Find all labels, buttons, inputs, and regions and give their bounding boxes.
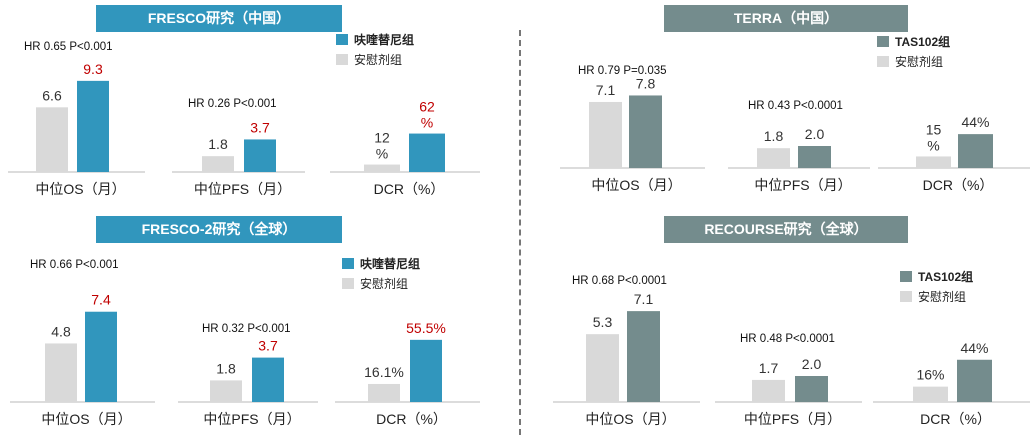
- recourse-bar-placebo-0: [586, 334, 619, 402]
- fresco2-value-label-0-2: 16.1%: [364, 364, 404, 380]
- fresco-value-label-unit-1-2: %: [421, 115, 433, 131]
- terra-category-label-2: DCR（%）: [923, 177, 994, 193]
- fresco2-title: FRESCO-2研究（全球）: [96, 216, 342, 243]
- fresco-value-label-1-1: 3.7: [250, 119, 270, 135]
- recourse-value-label-1-2: 44%: [960, 340, 988, 356]
- recourse-value-label-0-2: 16%: [916, 367, 944, 383]
- terra-legend-swatch-1: [877, 56, 889, 67]
- fresco2-bar-treatment-0: [85, 311, 117, 402]
- fresco2-legend-swatch-1: [342, 278, 354, 289]
- terra-bar-treatment-0: [629, 95, 662, 168]
- terra-category-label-0: 中位OS（月）: [591, 177, 681, 193]
- fresco-legend-label-1: 安慰剂组: [354, 52, 402, 67]
- recourse-value-label-0-0: 5.3: [593, 314, 613, 330]
- fresco2-bar-placebo-0: [45, 343, 77, 402]
- terra-value-label-0-2: 15: [926, 121, 942, 137]
- terra-title: TERRA（中国）: [664, 5, 908, 32]
- fresco2-stat-label-1: HR 0.32 P<0.001: [202, 323, 291, 335]
- terra-legend-label-1: 安慰剂组: [895, 54, 943, 69]
- fresco-value-label-1-0: 9.3: [83, 61, 103, 77]
- terra-value-label-1-0: 7.8: [636, 75, 656, 91]
- recourse-legend-swatch-1: [900, 291, 912, 302]
- recourse-category-label-0: 中位OS（月）: [585, 411, 675, 427]
- recourse-legend-label-0: TAS102组: [918, 269, 973, 284]
- fresco-value-label-0-1: 1.8: [208, 136, 228, 152]
- fresco2-legend-label-0: 呋喹替尼组: [360, 256, 420, 271]
- fresco2-stat-label-0: HR 0.66 P<0.001: [30, 259, 119, 271]
- recourse-category-label-1: 中位PFS（月）: [744, 411, 841, 427]
- recourse-bar-placebo-2: [913, 386, 948, 402]
- fresco-bar-treatment-2: [409, 133, 445, 172]
- fresco2-category-label-2: DCR（%）: [376, 411, 447, 427]
- fresco-bar-placebo-2: [364, 164, 400, 172]
- terra-bar-placebo-0: [589, 101, 622, 168]
- fresco-value-label-1-2: 62: [419, 99, 435, 115]
- fresco-title: FRESCO研究（中国）: [96, 5, 342, 32]
- recourse-category-label-2: DCR（%）: [920, 411, 991, 427]
- fresco-bar-treatment-0: [77, 80, 109, 172]
- fresco2-value-label-1-0: 7.4: [91, 292, 111, 308]
- terra-bar-treatment-1: [798, 146, 831, 168]
- fresco2-bar-placebo-1: [210, 380, 242, 402]
- recourse-bar-placebo-1: [752, 379, 785, 402]
- recourse-bar-treatment-1: [795, 376, 828, 402]
- panel-divider: [519, 30, 521, 435]
- fresco-category-label-1: 中位PFS（月）: [194, 181, 291, 197]
- terra-category-label-1: 中位PFS（月）: [754, 177, 851, 193]
- fresco2-bar-placebo-2: [368, 383, 400, 402]
- fresco-bar-placebo-0: [36, 107, 68, 172]
- fresco2-value-label-1-2: 55.5%: [406, 320, 446, 336]
- fresco2-value-label-1-1: 3.7: [258, 338, 278, 354]
- terra-value-label-unit-0-2: %: [927, 137, 939, 153]
- fresco-bar-placebo-1: [202, 156, 234, 172]
- fresco-category-label-2: DCR（%）: [374, 181, 445, 197]
- fresco2-bar-treatment-2: [410, 339, 442, 402]
- recourse-value-label-0-1: 1.7: [759, 360, 779, 376]
- fresco2-bar-treatment-1: [252, 357, 284, 402]
- terra-value-label-1-2: 44%: [961, 114, 989, 130]
- fresco-category-label-0: 中位OS（月）: [35, 181, 125, 197]
- fresco2-category-label-0: 中位OS（月）: [41, 411, 131, 427]
- recourse-bar-treatment-2: [957, 359, 992, 402]
- terra-bar-placebo-2: [916, 156, 951, 168]
- fresco2-legend-swatch-0: [342, 258, 354, 269]
- terra-stat-label-0: HR 0.79 P=0.035: [578, 65, 667, 77]
- terra-legend-swatch-0: [877, 36, 889, 47]
- terra-stat-label-1: HR 0.43 P<0.0001: [748, 100, 843, 112]
- fresco2-legend-label-1: 安慰剂组: [360, 276, 408, 291]
- fresco-value-label-0-0: 6.6: [42, 87, 62, 103]
- fresco2-value-label-0-0: 4.8: [51, 323, 71, 339]
- recourse-legend-swatch-0: [900, 271, 912, 282]
- fresco-legend-swatch-0: [336, 34, 348, 45]
- terra-value-label-0-0: 7.1: [596, 82, 616, 98]
- terra-value-label-0-1: 1.8: [764, 128, 784, 144]
- fresco-value-label-0-2: 12: [374, 130, 390, 146]
- terra-value-label-1-1: 2.0: [805, 126, 825, 142]
- terra-bar-treatment-2: [958, 134, 993, 168]
- recourse-stat-label-1: HR 0.48 P<0.0001: [740, 333, 835, 345]
- terra-legend-label-0: TAS102组: [895, 34, 950, 49]
- recourse-title: RECOURSE研究（全球）: [664, 216, 908, 243]
- recourse-bar-treatment-0: [627, 311, 660, 402]
- recourse-value-label-1-1: 2.0: [802, 356, 822, 372]
- recourse-value-label-1-0: 7.1: [634, 291, 654, 307]
- terra-bar-placebo-1: [757, 148, 790, 168]
- fresco2-value-label-0-1: 1.8: [216, 360, 236, 376]
- fresco-bar-treatment-1: [244, 139, 276, 172]
- fresco-stat-label-1: HR 0.26 P<0.001: [188, 98, 277, 110]
- fresco-legend-label-0: 呋喹替尼组: [354, 32, 414, 47]
- recourse-stat-label-0: HR 0.68 P<0.0001: [572, 275, 667, 287]
- fresco-stat-label-0: HR 0.65 P<0.001: [24, 41, 113, 53]
- recourse-legend-label-1: 安慰剂组: [918, 289, 966, 304]
- fresco2-category-label-1: 中位PFS（月）: [203, 411, 300, 427]
- fresco-legend-swatch-1: [336, 54, 348, 65]
- fresco-value-label-unit-0-2: %: [376, 146, 388, 162]
